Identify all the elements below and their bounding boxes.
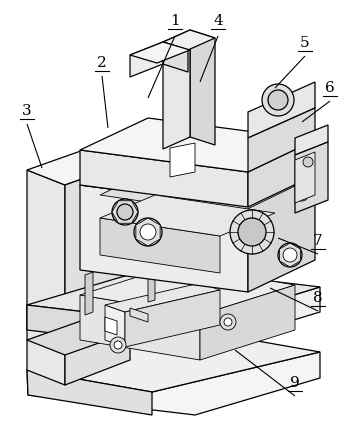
Text: 4: 4 (213, 14, 223, 28)
Polygon shape (27, 287, 320, 350)
Polygon shape (100, 195, 275, 236)
Polygon shape (200, 285, 295, 360)
Polygon shape (148, 258, 155, 302)
Polygon shape (295, 152, 315, 203)
Polygon shape (100, 218, 220, 273)
Polygon shape (105, 305, 125, 347)
Text: 9: 9 (290, 376, 300, 390)
Polygon shape (248, 108, 315, 172)
Polygon shape (170, 143, 195, 177)
Polygon shape (130, 42, 163, 77)
Circle shape (224, 318, 232, 326)
Circle shape (117, 204, 133, 220)
Polygon shape (163, 42, 188, 72)
Circle shape (262, 84, 294, 116)
Polygon shape (65, 162, 130, 385)
Circle shape (268, 90, 288, 110)
Text: 3: 3 (22, 104, 32, 118)
Circle shape (134, 218, 162, 246)
Polygon shape (248, 140, 315, 207)
Polygon shape (27, 330, 320, 392)
Polygon shape (163, 30, 190, 149)
Circle shape (230, 210, 274, 254)
Polygon shape (279, 243, 300, 267)
Polygon shape (112, 201, 138, 223)
Polygon shape (80, 150, 248, 207)
Circle shape (303, 157, 313, 167)
Polygon shape (27, 370, 152, 415)
Polygon shape (100, 166, 295, 215)
Circle shape (278, 243, 302, 267)
Polygon shape (85, 272, 93, 315)
Polygon shape (80, 118, 315, 172)
Polygon shape (80, 153, 315, 207)
Circle shape (112, 199, 138, 225)
Text: 1: 1 (170, 14, 180, 28)
Polygon shape (190, 30, 215, 145)
Circle shape (283, 248, 297, 262)
Polygon shape (27, 317, 130, 355)
Polygon shape (105, 317, 117, 335)
Circle shape (238, 218, 266, 246)
Polygon shape (125, 290, 220, 347)
Polygon shape (250, 238, 258, 280)
Polygon shape (136, 218, 160, 246)
Text: 2: 2 (97, 56, 107, 70)
Polygon shape (27, 267, 320, 325)
Polygon shape (130, 42, 190, 63)
Circle shape (110, 337, 126, 353)
Polygon shape (248, 82, 315, 138)
Polygon shape (27, 170, 65, 385)
Polygon shape (130, 308, 148, 322)
Polygon shape (27, 147, 130, 185)
Polygon shape (295, 125, 328, 155)
Polygon shape (27, 305, 195, 350)
Circle shape (296, 189, 308, 201)
Text: 7: 7 (313, 234, 323, 248)
Text: 6: 6 (325, 81, 335, 95)
Polygon shape (295, 142, 328, 213)
Polygon shape (80, 265, 295, 315)
Polygon shape (80, 185, 248, 292)
Text: 5: 5 (300, 36, 310, 50)
Polygon shape (163, 30, 215, 50)
Polygon shape (27, 352, 320, 415)
Polygon shape (248, 175, 315, 292)
Polygon shape (80, 295, 200, 360)
Circle shape (114, 341, 122, 349)
Circle shape (220, 314, 236, 330)
Polygon shape (105, 283, 220, 312)
Text: 8: 8 (313, 291, 323, 305)
Circle shape (140, 224, 156, 240)
